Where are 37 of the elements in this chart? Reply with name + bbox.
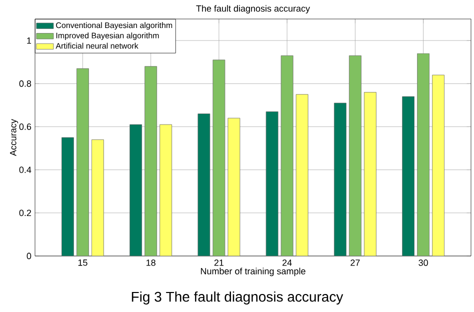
bar (280, 55, 294, 256)
chart-title: The fault diagnosis accuracy (196, 5, 310, 14)
bar (417, 53, 430, 256)
bar (228, 118, 240, 256)
bar (334, 102, 346, 256)
y-tick-label: 0 (26, 252, 32, 260)
bar (198, 114, 210, 256)
x-axis-title: Number of training sample (200, 268, 306, 276)
bar (130, 124, 142, 256)
bar (364, 92, 376, 256)
bar (432, 74, 445, 256)
x-tick-label: 27 (350, 260, 360, 266)
bar (76, 68, 89, 256)
y-tick-label: 0.8 (19, 80, 32, 87)
bar (266, 111, 278, 256)
bar (402, 96, 415, 256)
bar (91, 139, 104, 256)
bar (296, 94, 308, 256)
x-tick-label: 18 (146, 260, 156, 266)
legend-label: Artificial neural network (56, 42, 138, 49)
y-tick-label: 1 (27, 37, 32, 44)
legend-label: Conventional Bayesian algorithm (56, 22, 172, 30)
x-tick-label: 21 (214, 260, 224, 266)
bar (160, 124, 172, 256)
bar (144, 66, 158, 256)
y-axis-title: Accuracy (10, 119, 18, 156)
y-tick-label: 0.2 (19, 210, 32, 216)
y-tick-label: 0.4 (19, 166, 32, 173)
caption: Fig 3 The fault diagnosis accuracy (132, 291, 344, 305)
bar (212, 60, 226, 256)
legend-label: Improved Bayesian algorithm (56, 32, 159, 40)
x-tick-label: 24 (282, 260, 292, 266)
y-tick-label: 0.6 (19, 124, 32, 130)
bar (348, 55, 362, 256)
x-tick-label: 15 (78, 260, 88, 266)
x-tick-label: 30 (418, 260, 428, 266)
bar (61, 137, 74, 256)
